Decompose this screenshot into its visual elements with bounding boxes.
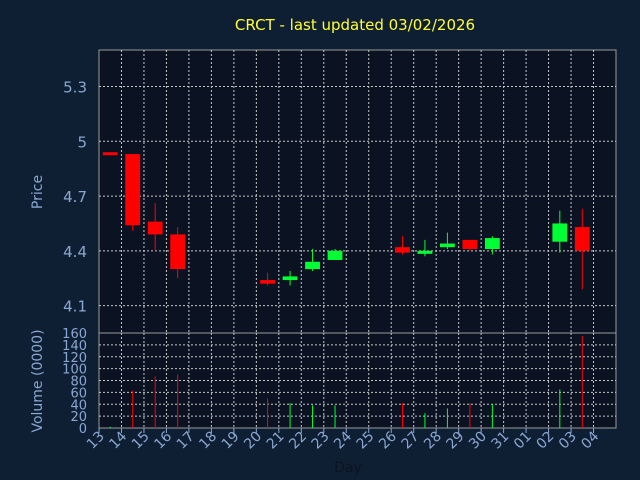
x-tick-label: 19 bbox=[219, 429, 243, 453]
candle-body bbox=[395, 247, 410, 253]
x-tick-label: 16 bbox=[151, 428, 175, 452]
volume-tick-label: 20 bbox=[70, 410, 87, 425]
price-panel: 4.1 4.4 4.7 5 5.3 bbox=[63, 49, 617, 334]
price-tick-label: 4.4 bbox=[63, 243, 87, 261]
x-tick-label: 20 bbox=[241, 429, 265, 453]
volume-tick-label: 100 bbox=[62, 363, 87, 378]
x-tick-label: 14 bbox=[106, 428, 130, 452]
price-plot-area bbox=[98, 49, 617, 334]
candle-body bbox=[260, 280, 276, 284]
price-tick-label: 4.7 bbox=[63, 188, 87, 206]
volume-plot-area bbox=[98, 332, 617, 429]
x-tick-label: 18 bbox=[196, 429, 220, 453]
x-tick-label: 22 bbox=[286, 429, 310, 453]
price-tick-label: 4.1 bbox=[63, 298, 87, 316]
x-tick-label: 29 bbox=[444, 429, 468, 453]
candle-body bbox=[574, 227, 590, 251]
volume-tick-label: 160 bbox=[62, 327, 87, 342]
x-tick-label: 04 bbox=[578, 428, 602, 452]
candle-body bbox=[282, 276, 298, 281]
x-tick-label: 28 bbox=[421, 429, 445, 453]
x-tick-label: 26 bbox=[376, 428, 400, 452]
x-axis-label: Day bbox=[334, 460, 362, 476]
price-tick-label: 5.3 bbox=[63, 79, 87, 97]
x-tick-label: 31 bbox=[489, 429, 513, 453]
x-tick-label: 23 bbox=[309, 429, 333, 453]
candle-body bbox=[462, 239, 478, 250]
candle-body bbox=[439, 243, 455, 248]
volume-tick-label: 80 bbox=[70, 375, 87, 390]
x-tick-label: 30 bbox=[466, 429, 490, 453]
volume-tick-label: 120 bbox=[62, 351, 87, 366]
candle-body bbox=[125, 154, 141, 226]
x-tick-label: 15 bbox=[129, 429, 153, 453]
x-tick-label: 13 bbox=[84, 429, 108, 453]
volume-tick-label: 40 bbox=[70, 398, 87, 413]
x-tick-label: 17 bbox=[174, 429, 198, 453]
x-tick-label: 24 bbox=[331, 428, 355, 452]
volume-tick-label: 0 bbox=[79, 422, 87, 437]
volume-tick-label: 140 bbox=[62, 339, 87, 354]
x-tick-label: 01 bbox=[511, 429, 535, 453]
candle-body bbox=[552, 223, 568, 242]
candle-body bbox=[147, 221, 163, 235]
x-tick-label: 25 bbox=[354, 429, 378, 453]
volume-tick-label: 60 bbox=[70, 386, 87, 401]
x-tick-label: 03 bbox=[556, 429, 580, 453]
x-tick-label: 02 bbox=[533, 429, 557, 453]
candle-body bbox=[484, 238, 500, 250]
candle-body bbox=[170, 234, 186, 270]
x-tick-label: 27 bbox=[399, 429, 423, 453]
candle-body bbox=[305, 261, 320, 270]
chart-title: CRCT - last updated 03/02/2026 bbox=[235, 16, 475, 34]
candle-body bbox=[102, 152, 118, 156]
candle-body bbox=[327, 250, 343, 260]
volume-axis-label: Volume (0000) bbox=[30, 329, 46, 432]
price-tick-label: 5 bbox=[77, 133, 87, 151]
x-tick-label: 21 bbox=[264, 429, 288, 453]
candle-body bbox=[417, 250, 433, 254]
x-axis: 1314151617181920212223242526272829303101… bbox=[84, 428, 602, 452]
price-axis-label: Price bbox=[30, 175, 46, 209]
